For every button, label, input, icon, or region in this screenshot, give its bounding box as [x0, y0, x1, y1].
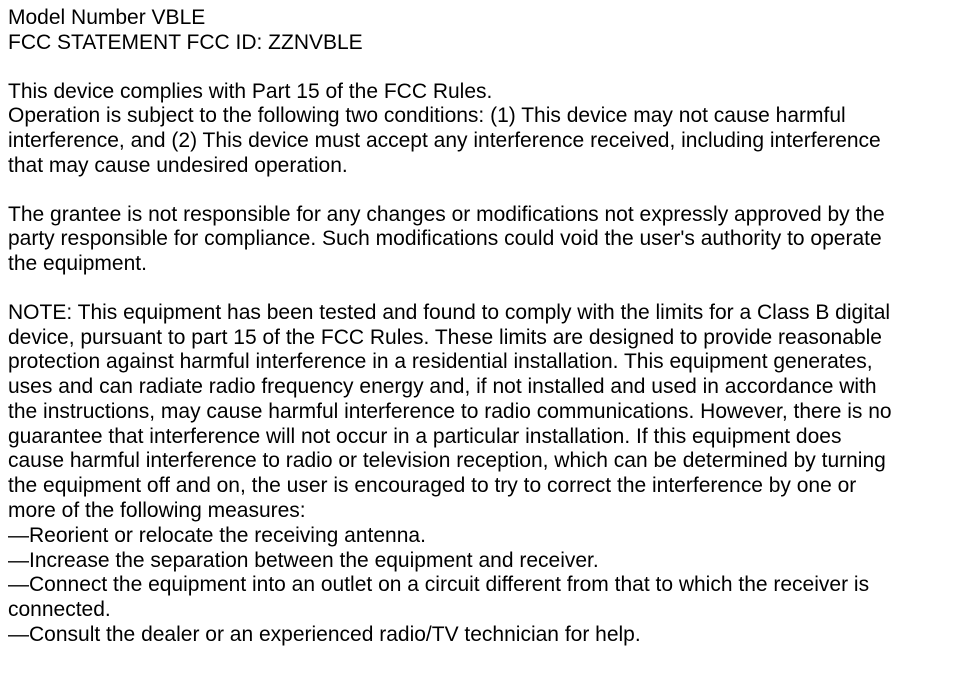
grantee-line-3: the equipment.	[8, 252, 955, 277]
note-line-8: the equipment off and on, the user is en…	[8, 474, 955, 499]
note-line-9: more of the following measures:	[8, 499, 955, 524]
note-line-3: protection against harmful interference …	[8, 350, 955, 375]
measure-2: —Increase the separation between the equ…	[8, 549, 955, 574]
compliance-line-4: that may cause undesired operation.	[8, 154, 955, 179]
paragraph-gap	[8, 179, 955, 203]
compliance-line-1: This device complies with Part 15 of the…	[8, 80, 955, 105]
grantee-line-2: party responsible for compliance. Such m…	[8, 227, 955, 252]
paragraph-gap	[8, 277, 955, 301]
fcc-heading-line: FCC STATEMENT FCC ID: ZZNVBLE	[8, 31, 955, 56]
note-line-2: device, pursuant to part 15 of the FCC R…	[8, 326, 955, 351]
measure-1: —Reorient or relocate the receiving ante…	[8, 524, 955, 549]
paragraph-gap	[8, 56, 955, 80]
note-line-7: cause harmful interference to radio or t…	[8, 449, 955, 474]
measure-3-line-2: connected.	[8, 598, 955, 623]
note-line-5: the instructions, may cause harmful inte…	[8, 400, 955, 425]
fcc-statement-document: Model Number VBLE FCC STATEMENT FCC ID: …	[0, 0, 965, 658]
model-number-line: Model Number VBLE	[8, 6, 955, 31]
compliance-line-3: interference, and (2) This device must a…	[8, 129, 955, 154]
measure-3-line-1: —Connect the equipment into an outlet on…	[8, 573, 955, 598]
note-line-4: uses and can radiate radio frequency ene…	[8, 375, 955, 400]
grantee-line-1: The grantee is not responsible for any c…	[8, 203, 955, 228]
measure-4: —Consult the dealer or an experienced ra…	[8, 623, 955, 648]
compliance-line-2: Operation is subject to the following tw…	[8, 104, 955, 129]
note-line-1: NOTE: This equipment has been tested and…	[8, 301, 955, 326]
note-line-6: guarantee that interference will not occ…	[8, 425, 955, 450]
